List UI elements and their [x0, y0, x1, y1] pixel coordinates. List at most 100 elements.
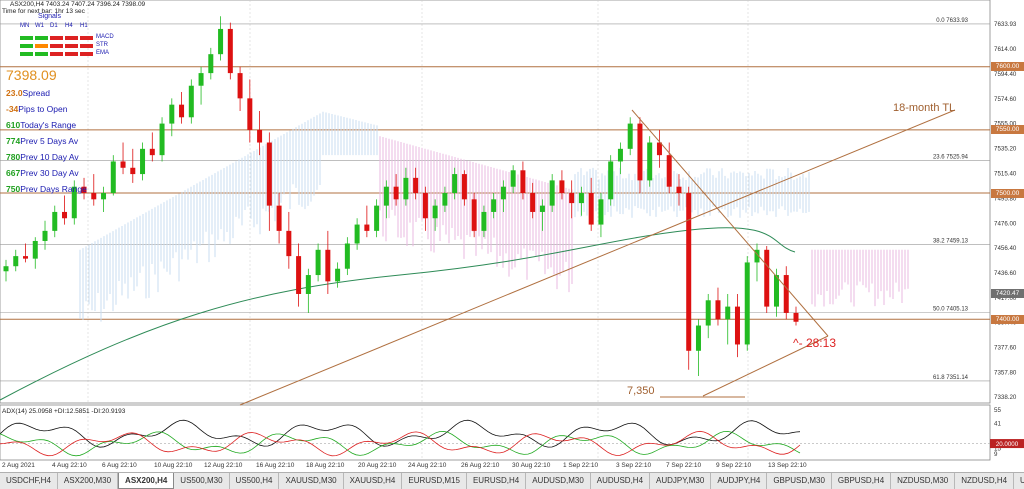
candle-body [608, 161, 614, 200]
candle-body [578, 193, 584, 204]
stat-value: 774 [6, 136, 21, 146]
candle-body [188, 85, 194, 118]
price-axis-tick: 7338.20 [994, 394, 1017, 401]
time-axis-tick: 7 Sep 22:10 [666, 462, 702, 469]
candle-body [149, 148, 155, 156]
signal-timeframe: D1 [50, 23, 58, 29]
chart-tab[interactable]: GBPUSD,H4 [832, 473, 892, 489]
chart-tab[interactable]: NZDUSD,H4 [955, 473, 1015, 489]
price-axis-tick: 7633.93 [994, 21, 1017, 28]
stat-row: 23.0Spread [6, 88, 50, 98]
trendline-support [702, 335, 829, 397]
time-axis-tick: 2 Aug 2021 [2, 462, 35, 469]
candle-body [335, 268, 341, 282]
chart-tab[interactable]: NZDUSD,M30 [891, 473, 956, 489]
candle-body [725, 306, 731, 320]
candle-body [676, 186, 682, 194]
candle-body [764, 249, 770, 307]
signal-cell [65, 52, 78, 56]
signal-cell [20, 36, 33, 40]
candle-body [110, 161, 116, 194]
signal-row-label: EMA [96, 50, 110, 56]
candle-body [62, 211, 68, 219]
candle-body [325, 249, 331, 282]
chart-tab[interactable]: AUDUSD,M30 [526, 473, 591, 489]
chart-tab[interactable]: US5 [1014, 473, 1024, 489]
support-label: 7,350 [627, 385, 655, 397]
signal-cell [35, 36, 48, 40]
candle-body [383, 186, 389, 206]
price-box: 7550.00 [991, 125, 1024, 135]
candle-body [91, 193, 97, 200]
signal-timeframe: H4 [65, 23, 73, 29]
stat-label: Spread [22, 88, 50, 98]
signal-cell [20, 52, 33, 56]
price-axis-tick: 7436.60 [994, 270, 1017, 277]
candle-body [286, 230, 292, 257]
chart-tab[interactable]: US500,M30 [174, 473, 230, 489]
candle-body [452, 174, 458, 194]
chart-tab[interactable]: ASX200,M30 [58, 473, 119, 489]
candle-body [120, 161, 126, 168]
chart-tab[interactable]: XAUUSD,H4 [344, 473, 403, 489]
time-axis-tick: 13 Sep 22:10 [768, 462, 807, 469]
adx-level-box-text: 20.0000 [996, 441, 1019, 448]
time-axis-tick: 26 Aug 22:10 [461, 462, 500, 469]
candle-body [442, 193, 448, 206]
stat-row: 750Prev Days Range [6, 184, 87, 194]
candle-body [734, 306, 740, 345]
chart-tab[interactable]: ASX200,H4 [118, 473, 175, 489]
candle-body [422, 193, 428, 219]
candle-body [530, 193, 536, 212]
signal-cell [35, 44, 48, 48]
chart-tab[interactable]: AUDJPY,M30 [650, 473, 712, 489]
candle-body [588, 193, 594, 225]
adx-axis-tick: 55 [994, 407, 1001, 414]
candle-body [773, 275, 779, 307]
candle-body [305, 275, 311, 294]
candle-body [598, 199, 604, 225]
candle-body [510, 170, 516, 187]
chart-tab[interactable]: GBPUSD,M30 [767, 473, 832, 489]
candle-body [32, 240, 38, 259]
stat-row: -34Pips to Open [6, 104, 67, 114]
fib-label: 23.6 7525.94 [933, 154, 969, 160]
stat-value: -34 [6, 104, 19, 114]
adx-axis-tick: 41 [994, 420, 1001, 427]
chart-tab[interactable]: XAUUSD,M30 [279, 473, 344, 489]
candle-body [569, 193, 575, 204]
candle-body [257, 129, 263, 143]
chart-tab[interactable]: USDCHF,H4 [0, 473, 58, 489]
time-axis-tick: 18 Aug 22:10 [306, 462, 345, 469]
candle-body [793, 312, 799, 322]
chart-tab[interactable]: EURUSD,M15 [402, 473, 467, 489]
candle-body [705, 300, 711, 326]
price-axis-tick: 7456.40 [994, 245, 1017, 252]
candle-body [296, 256, 302, 294]
signal-row-label: MACD [96, 34, 114, 40]
candle-body [159, 123, 165, 156]
candle-body [140, 148, 146, 175]
signal-timeframe: MN [20, 23, 30, 29]
candle-body [715, 300, 721, 320]
trendline-descending [631, 109, 829, 337]
candle-body [23, 256, 29, 259]
candle-body [208, 54, 214, 74]
time-axis-tick: 24 Aug 22:10 [408, 462, 447, 469]
candle-body [393, 186, 399, 200]
candle-body [218, 28, 224, 55]
chart-tab[interactable]: AUDUSD,H4 [591, 473, 651, 489]
time-axis-tick: 30 Aug 22:10 [512, 462, 551, 469]
stat-row: 774Prev 5 Days Av [6, 136, 78, 146]
chart-tab[interactable]: AUDJPY,H4 [711, 473, 768, 489]
time-axis-tick: 16 Aug 22:10 [256, 462, 295, 469]
adx-main-line [0, 419, 801, 448]
chart-tab[interactable]: US500,H4 [230, 473, 280, 489]
candle-body [500, 186, 506, 200]
price-box: 7400.00 [991, 314, 1024, 324]
chart-tab[interactable]: EURUSD,H4 [467, 473, 527, 489]
time-axis-tick: 6 Aug 22:10 [102, 462, 137, 469]
candle-body [481, 211, 487, 231]
price-axis-tick: 7495.80 [994, 195, 1017, 202]
